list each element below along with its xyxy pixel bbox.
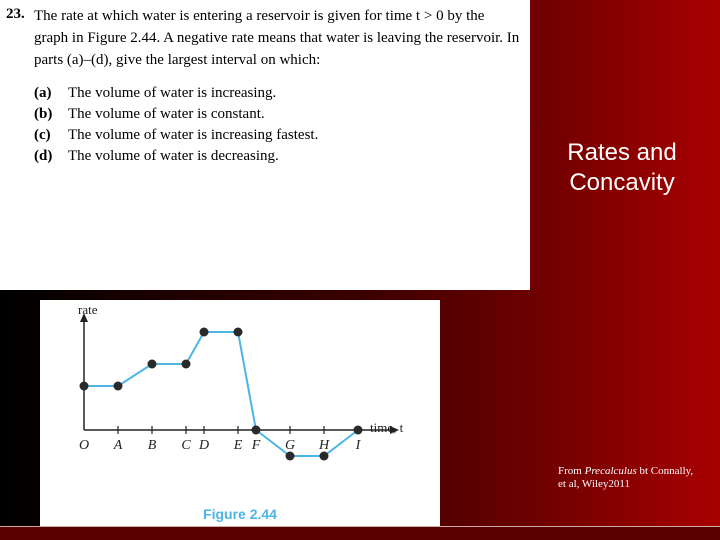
x-tick-label: I xyxy=(351,438,365,454)
question-parts: (a) The volume of water is increasing. (b)… xyxy=(34,85,520,165)
part-text: The volume of water is increasing. xyxy=(68,85,276,102)
x-tick-label: O xyxy=(77,438,91,454)
figure-caption: Figure 2.44 xyxy=(40,506,440,522)
slide-title: Rates and Concavity xyxy=(542,138,702,198)
part-label: (a) xyxy=(34,85,60,102)
part-label: (d) xyxy=(34,148,60,165)
x-tick-label: G xyxy=(283,438,297,454)
x-tick-label: F xyxy=(249,438,263,454)
part-label: (b) xyxy=(34,106,60,123)
part-text: The volume of water is decreasing. xyxy=(68,148,279,165)
problem-box: 23. The rate at which water is entering … xyxy=(0,0,530,290)
x-tick-label: C xyxy=(179,438,193,454)
bottom-bar xyxy=(0,526,720,540)
question-part: (b) The volume of water is constant. xyxy=(34,106,520,123)
x-tick-label: H xyxy=(317,438,331,454)
x-tick-label: A xyxy=(111,438,125,454)
x-tick-label: E xyxy=(231,438,245,454)
x-tick-label: B xyxy=(145,438,159,454)
question-part: (d) The volume of water is decreasing. xyxy=(34,148,520,165)
slide-root: 23. The rate at which water is entering … xyxy=(0,0,720,540)
question-part: (c) The volume of water is increasing fas… xyxy=(34,127,520,144)
part-label: (c) xyxy=(34,127,60,144)
figure-svg xyxy=(40,300,440,500)
part-text: The volume of water is constant. xyxy=(68,106,265,123)
part-text: The volume of water is increasing fastes… xyxy=(68,127,318,144)
question-part: (a) The volume of water is increasing. xyxy=(34,85,520,102)
title-line-2: Concavity xyxy=(542,168,702,198)
figure-box: rate time, t OABCDEFGHI Figure 2.44 xyxy=(40,300,440,526)
citation: From Precalculus bt Connally, et al, Wil… xyxy=(558,465,698,493)
question-number: 23. xyxy=(6,6,25,23)
citation-italic: Precalculus xyxy=(585,465,637,477)
x-tick-label: D xyxy=(197,438,211,454)
question-prompt: The rate at which water is entering a re… xyxy=(34,6,520,71)
title-line-1: Rates and xyxy=(542,138,702,168)
citation-prefix: From xyxy=(558,465,585,477)
